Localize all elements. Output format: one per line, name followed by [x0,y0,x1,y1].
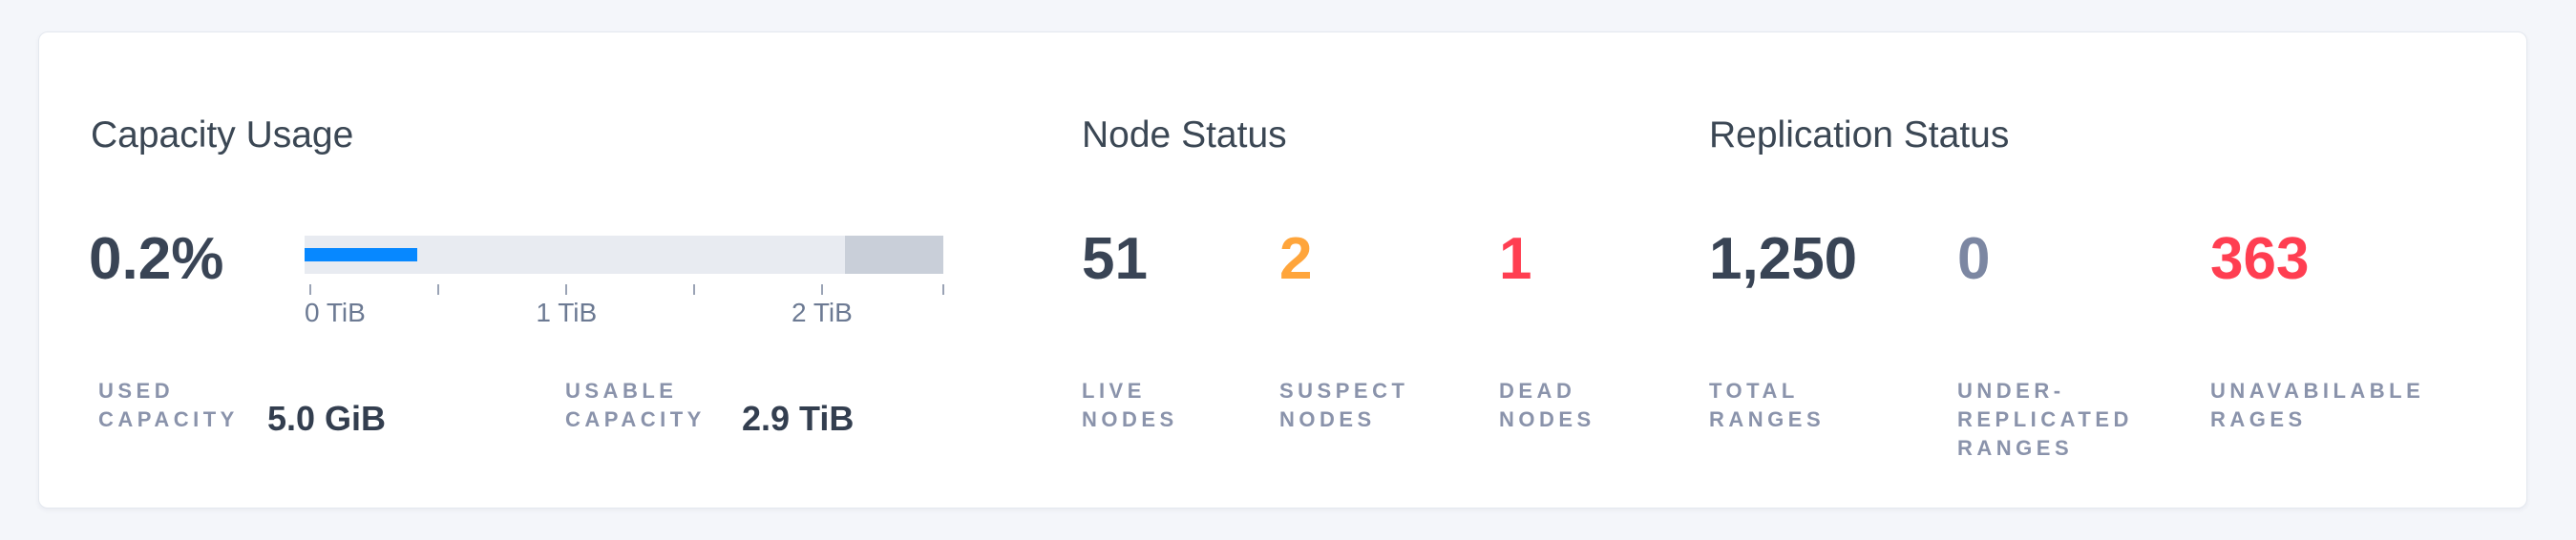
suspect-nodes-count: 2 [1279,226,1313,292]
capacity-axis-tick-label: 2 TiB [791,298,853,327]
capacity-used-percent: 0.2% [89,226,224,292]
live-nodes-label: LIVE NODES [1082,379,1178,431]
dead-nodes-label: DEAD NODES [1499,379,1595,431]
used-capacity-value: 5.0 GiB [267,399,387,438]
suspect-nodes-label: SUSPECT NODES [1279,379,1409,431]
node-status-title: Node Status [1082,114,1287,156]
capacity-usage-title: Capacity Usage [91,114,354,156]
usable-capacity-value: 2.9 TiB [742,399,855,438]
capacity-axis-tick [565,284,568,295]
capacity-axis-tick [942,284,944,295]
total-ranges-count: 1,250 [1709,226,1858,292]
under-replicated-ranges-count: 0 [1957,226,1991,292]
capacity-axis-tick [436,284,439,295]
used-capacity-label: USED CAPACITY [98,379,239,431]
capacity-axis-ticks [305,284,944,296]
capacity-reserved-segment [844,236,943,274]
capacity-used-bar [305,248,417,261]
capacity-axis-labels: 0 TiB 1 TiB 2 TiB [305,297,943,331]
unavailable-ranges-count: 363 [2210,226,2310,292]
unavailable-ranges-label: UNAVABILABLE RAGES [2210,379,2425,431]
under-replicated-ranges-label: UNDER- REPLICATED RANGES [1957,379,2133,460]
replication-status-title: Replication Status [1709,114,2010,156]
total-ranges-label: TOTAL RANGES [1709,379,1826,431]
capacity-axis-tick-label: 0 TiB [305,298,366,327]
usable-capacity-label: USABLE CAPACITY [565,379,706,431]
dead-nodes-count: 1 [1499,226,1532,292]
capacity-axis-tick [693,284,696,295]
capacity-axis-tick [309,284,312,295]
live-nodes-count: 51 [1082,226,1148,292]
capacity-gauge [305,236,943,274]
capacity-axis-tick-label: 1 TiB [536,298,598,327]
capacity-axis-tick [820,284,823,295]
